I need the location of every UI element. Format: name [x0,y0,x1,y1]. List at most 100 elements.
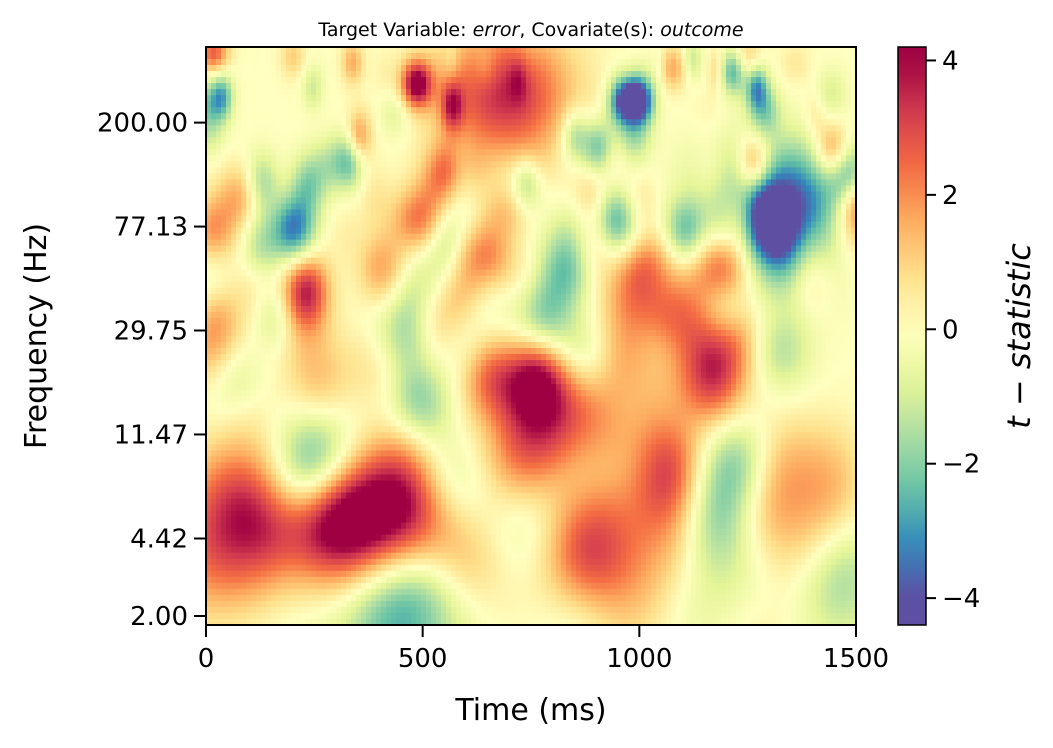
heatmap-cell [436,83,442,90]
heatmap-cell [271,239,277,247]
heatmap-cell [806,209,812,217]
heatmap-cell [691,263,697,271]
heatmap-cell [536,269,542,277]
heatmap-cell [366,233,372,241]
heatmap-cell [546,269,552,277]
heatmap-cell [516,137,522,144]
heatmap-cell [326,197,332,205]
heatmap-cell [551,209,557,217]
heatmap-cell [536,233,542,241]
heatmap-cell [256,83,262,90]
heatmap-cell [526,179,532,187]
heatmap-cell [591,149,597,156]
heatmap-cell [476,83,482,90]
heatmap-cell [471,95,477,102]
heatmap-cell [636,185,642,193]
heatmap-cell [676,83,682,90]
heatmap-cell [301,89,307,96]
heatmap-cell [616,173,622,181]
heatmap-cell [521,227,527,235]
heatmap-cell [651,143,657,150]
heatmap-cell [441,53,447,60]
heatmap-cell [331,221,337,229]
heatmap-cell [801,119,807,126]
heatmap-cell [536,185,542,193]
heatmap-cell [371,107,377,114]
heatmap-cell [531,161,537,169]
heatmap-cell [766,257,772,265]
heatmap-cell [461,89,467,96]
heatmap-cell [816,155,822,162]
heatmap-cell [471,47,477,54]
heatmap-cell [371,197,377,205]
heatmap-cell [811,239,817,247]
heatmap-cell [641,137,647,144]
heatmap-cell [226,149,232,156]
heatmap-cell [641,239,647,247]
heatmap-cell [421,269,427,277]
heatmap-cell [591,167,597,175]
heatmap-cell [296,185,302,193]
heatmap-cell [771,83,777,90]
heatmap-cell [561,269,567,277]
heatmap-cell [836,269,842,277]
heatmap-cell [556,143,562,150]
heatmap-cell [756,155,762,162]
heatmap-cell [761,233,767,241]
heatmap-cell [451,239,457,247]
heatmap-cell [391,221,397,229]
heatmap-cell [821,101,827,108]
heatmap-cell [446,95,452,102]
heatmap-cell [671,257,677,265]
heatmap-cell [556,119,562,126]
heatmap-cell [751,215,757,223]
heatmap-cell [511,263,517,271]
heatmap-cell [616,83,622,90]
heatmap-cell [546,179,552,187]
heatmap-cell [376,185,382,193]
heatmap-cell [591,191,597,199]
heatmap-cell [376,155,382,162]
heatmap-cell [346,245,352,253]
heatmap-cell [771,215,777,223]
heatmap-cell [361,173,367,181]
heatmap-cell [456,59,462,66]
heatmap-cell [581,269,587,277]
heatmap-cell [501,197,507,205]
heatmap-cell [236,191,242,199]
heatmap-cell [631,95,637,102]
heatmap-cell [691,185,697,193]
heatmap-cell [431,173,437,181]
heatmap-cell [386,155,392,162]
heatmap-cell [346,155,352,162]
heatmap-cell [496,185,502,193]
heatmap-cell [346,125,352,132]
heatmap-cell [771,137,777,144]
heatmap-cell [436,137,442,144]
heatmap-cell [451,263,457,271]
heatmap-cell [571,221,577,229]
heatmap-cell [501,203,507,211]
heatmap-cell [376,197,382,205]
heatmap-cell [411,167,417,175]
heatmap-cells [206,47,856,625]
heatmap-cell [416,65,422,72]
heatmap-cell [686,77,692,84]
heatmap-cell [836,59,842,66]
heatmap-cell [266,227,272,235]
heatmap-cell [351,113,357,120]
heatmap-cell [466,215,472,223]
heatmap-cell [681,119,687,126]
heatmap-cell [331,239,337,247]
heatmap-cell [741,107,747,114]
heatmap-cell [276,131,282,138]
heatmap-cell [721,89,727,96]
heatmap-cell [471,209,477,217]
heatmap-cell [276,239,282,247]
heatmap-cell [586,71,592,78]
heatmap-cell [336,77,342,84]
heatmap-cell [226,221,232,229]
heatmap-cell [426,143,432,150]
heatmap-cell [666,95,672,102]
heatmap-cell [686,59,692,66]
